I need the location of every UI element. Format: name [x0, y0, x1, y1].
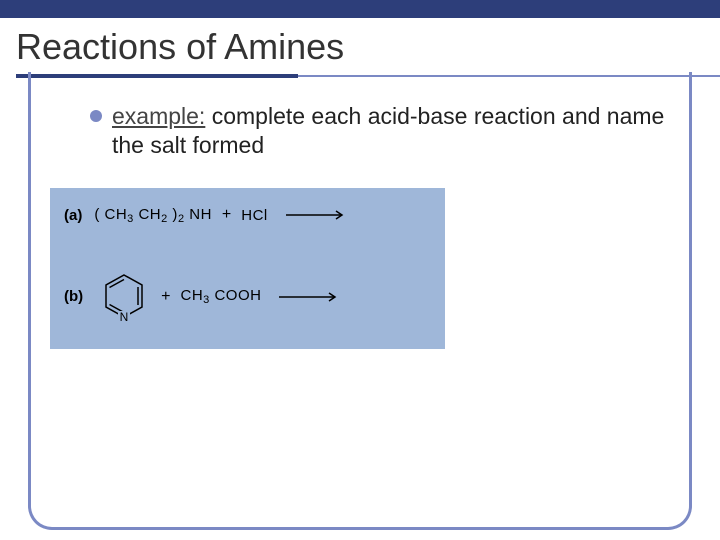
bullet-dot-icon	[90, 110, 102, 122]
reaction-b: (b) N + CH3 COOH	[64, 271, 431, 323]
reaction-arrow-icon	[279, 292, 341, 302]
slide-title: Reactions of Amines	[16, 26, 720, 68]
top-accent-bar	[0, 0, 720, 18]
svg-text:N: N	[120, 310, 129, 323]
reaction-a: (a) ( CH3 CH2 )2 NH + HCl	[64, 206, 431, 225]
pyridine-structure-icon: N	[101, 271, 147, 323]
reaction-arrow-icon	[286, 210, 348, 220]
bullet-item: example: complete each acid-base reactio…	[90, 102, 670, 160]
plus-sign: +	[159, 288, 172, 306]
bullet-text: example: complete each acid-base reactio…	[112, 102, 670, 160]
reaction-b-reagent: CH3 COOH	[181, 287, 262, 306]
plus-sign: +	[220, 206, 233, 224]
content-area: example: complete each acid-base reactio…	[50, 102, 670, 349]
content-frame: example: complete each acid-base reactio…	[10, 72, 710, 530]
reaction-a-label: (a)	[64, 207, 82, 224]
reaction-b-label: (b)	[64, 288, 83, 305]
reaction-diagram-box: (a) ( CH3 CH2 )2 NH + HCl (b)	[50, 188, 445, 349]
reaction-a-reagent: HCl	[241, 207, 268, 224]
reaction-a-amine: ( CH3 CH2 )2 NH	[94, 206, 212, 225]
example-label: example:	[112, 103, 205, 129]
